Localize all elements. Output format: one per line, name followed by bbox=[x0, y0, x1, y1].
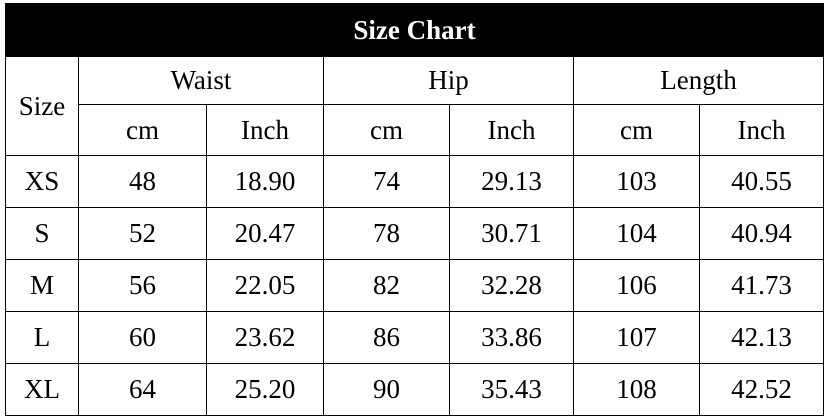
value-cell: 52 bbox=[78, 207, 207, 260]
value-cell: 40.94 bbox=[699, 207, 824, 260]
unit-header: Inch bbox=[449, 104, 574, 156]
hip-header: Hip bbox=[323, 56, 574, 105]
value-cell: 103 bbox=[573, 155, 700, 208]
unit-header: Inch bbox=[206, 104, 324, 156]
size-cell: XS bbox=[5, 155, 79, 208]
value-cell: 18.90 bbox=[206, 155, 324, 208]
value-cell: 86 bbox=[323, 311, 450, 364]
value-cell: 32.28 bbox=[449, 259, 574, 312]
value-cell: 22.05 bbox=[206, 259, 324, 312]
table-row: M 56 22.05 82 32.28 106 41.73 bbox=[5, 259, 824, 312]
value-cell: 74 bbox=[323, 155, 450, 208]
waist-header: Waist bbox=[78, 56, 324, 105]
size-chart: Size Chart Size Waist Hip Length cm Inch c… bbox=[5, 3, 824, 416]
value-cell: 23.62 bbox=[206, 311, 324, 364]
unit-header: Inch bbox=[699, 104, 824, 156]
size-cell: L bbox=[5, 311, 79, 364]
value-cell: 33.86 bbox=[449, 311, 574, 364]
value-cell: 82 bbox=[323, 259, 450, 312]
value-cell: 41.73 bbox=[699, 259, 824, 312]
value-cell: 48 bbox=[78, 155, 207, 208]
size-chart-table: Size Chart Size Waist Hip Length cm Inch c… bbox=[5, 3, 824, 416]
table-row: XL 64 25.20 90 35.43 108 42.52 bbox=[5, 363, 824, 416]
size-header: Size bbox=[5, 56, 79, 156]
table-title: Size Chart bbox=[5, 3, 824, 57]
value-cell: 60 bbox=[78, 311, 207, 364]
value-cell: 42.52 bbox=[699, 363, 824, 416]
value-cell: 20.47 bbox=[206, 207, 324, 260]
table-row: L 60 23.62 86 33.86 107 42.13 bbox=[5, 311, 824, 364]
size-cell: S bbox=[5, 207, 79, 260]
size-cell: XL bbox=[5, 363, 79, 416]
value-cell: 25.20 bbox=[206, 363, 324, 416]
unit-header: cm bbox=[573, 104, 700, 156]
value-cell: 104 bbox=[573, 207, 700, 260]
value-cell: 64 bbox=[78, 363, 207, 416]
value-cell: 56 bbox=[78, 259, 207, 312]
unit-header: cm bbox=[323, 104, 450, 156]
value-cell: 35.43 bbox=[449, 363, 574, 416]
value-cell: 90 bbox=[323, 363, 450, 416]
value-cell: 40.55 bbox=[699, 155, 824, 208]
value-cell: 107 bbox=[573, 311, 700, 364]
value-cell: 108 bbox=[573, 363, 700, 416]
value-cell: 30.71 bbox=[449, 207, 574, 260]
value-cell: 29.13 bbox=[449, 155, 574, 208]
value-cell: 42.13 bbox=[699, 311, 824, 364]
table-row: S 52 20.47 78 30.71 104 40.94 bbox=[5, 207, 824, 260]
unit-header: cm bbox=[78, 104, 207, 156]
size-cell: M bbox=[5, 259, 79, 312]
table-row: XS 48 18.90 74 29.13 103 40.55 bbox=[5, 155, 824, 208]
value-cell: 106 bbox=[573, 259, 700, 312]
length-header: Length bbox=[573, 56, 824, 105]
value-cell: 78 bbox=[323, 207, 450, 260]
